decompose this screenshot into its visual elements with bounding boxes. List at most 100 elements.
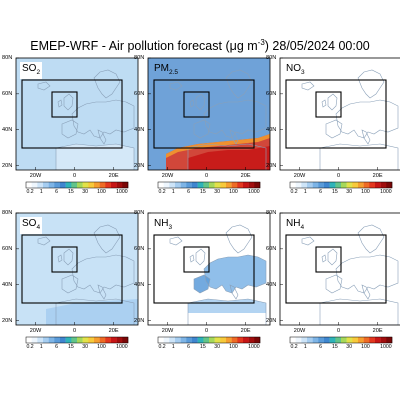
colorbar-swatch — [31, 182, 38, 188]
colorbar-tick-label: 30 — [82, 189, 89, 195]
concentration-area — [56, 144, 134, 170]
colorbar-swatch — [369, 337, 376, 343]
colorbar-swatch — [192, 182, 198, 188]
colorbar-swatch — [197, 182, 204, 188]
lat-tick-label: 80N — [2, 210, 13, 216]
colorbar-labels: 0.2 1 6 15 30 100 1000 — [26, 189, 128, 195]
coastline — [193, 274, 211, 294]
colorbar-tick-label: 0.2 — [158, 189, 166, 195]
colorbar-swatch — [318, 182, 325, 188]
colorbar-tick-label: 15 — [331, 189, 338, 195]
colorbar-swatch — [301, 337, 308, 343]
species-name: PM — [154, 63, 169, 74]
colorbar-swatch — [60, 182, 66, 188]
model-domain-box — [153, 234, 255, 304]
coastline — [97, 284, 107, 300]
lat-tick-label: 40N — [2, 281, 13, 288]
lon-tick-label: 20E — [240, 328, 251, 334]
coastline — [189, 254, 195, 263]
colorbar-swatch — [380, 337, 387, 343]
map-frame — [15, 212, 139, 326]
colorbar-swatch — [163, 337, 170, 343]
colorbar-swatch — [214, 182, 221, 188]
colorbar-swatch — [122, 337, 129, 343]
colorbar-swatch — [203, 182, 210, 188]
coastline — [325, 119, 343, 139]
colorbar-tick-label: 15 — [331, 344, 338, 350]
colorbar-swatch — [77, 337, 83, 343]
coastline — [93, 224, 121, 254]
colorbar-swatch — [88, 337, 95, 343]
colorbar-swatch — [71, 182, 78, 188]
colorbar-swatch — [318, 337, 325, 343]
concentration-area — [188, 146, 270, 170]
page-title: EMEP-WRF - Air pollution forecast (μg m-… — [30, 38, 370, 54]
colorbar-tick-label: 1000 — [380, 189, 392, 195]
colorbar-swatch — [324, 337, 330, 343]
colorbar-swatch — [324, 182, 330, 188]
coastline — [319, 298, 399, 325]
nested-domain-box — [183, 246, 210, 273]
colorbar-swatch — [307, 182, 313, 188]
lon-tick-label: 20W — [293, 173, 306, 179]
colorbar-swatch — [220, 182, 227, 188]
species-subscript: 2 — [36, 69, 41, 76]
colorbar-tick-label: 15 — [67, 344, 74, 350]
colorbar — [289, 336, 393, 344]
colorbar-swatch — [197, 337, 204, 343]
colorbar-swatch — [243, 337, 249, 343]
colorbar-swatch — [237, 182, 244, 188]
colorbar-swatch — [352, 182, 359, 188]
colorbar-swatch — [358, 182, 364, 188]
species-name: NH — [154, 218, 169, 229]
colorbar-swatch — [111, 337, 117, 343]
lat-tick-label: 60N — [2, 90, 13, 97]
colorbar-swatch — [329, 182, 336, 188]
colorbar-swatch — [71, 337, 78, 343]
colorbar-swatch — [158, 337, 164, 343]
coastline — [195, 93, 206, 111]
colorbar-swatch — [94, 337, 100, 343]
colorbar-tick-label: 15 — [199, 189, 206, 195]
colorbar-swatch — [335, 182, 342, 188]
coastline — [37, 81, 51, 91]
lat-tick-label: 20N — [134, 162, 145, 169]
colorbar-swatch — [369, 182, 376, 188]
colorbar-swatch — [329, 337, 336, 343]
colorbar-tick-label: 30 — [214, 344, 221, 350]
colorbar-tick-label: 1000 — [248, 344, 260, 350]
colorbar-tick-label: 0.2 — [290, 344, 298, 350]
colorbar-tick-label: 1000 — [380, 344, 392, 350]
colorbar-swatch — [37, 337, 44, 343]
coastline — [229, 129, 239, 145]
lon-tick-label: 20W — [161, 328, 174, 334]
colorbar-swatch — [31, 337, 38, 343]
model-domain-box — [285, 234, 387, 304]
species-label: NH4 — [284, 217, 307, 234]
colorbar-swatch — [163, 182, 170, 188]
colorbar-swatch — [203, 337, 210, 343]
lat-tick-label: 80N — [266, 210, 277, 216]
lat-tick-label: 60N — [2, 245, 13, 252]
coastline — [71, 99, 135, 139]
colorbar-swatch — [380, 182, 387, 188]
colorbar-swatch — [116, 337, 123, 343]
species-subscript: 3 — [301, 69, 305, 76]
colorbar-swatch — [254, 182, 261, 188]
map-frame — [279, 57, 400, 171]
nested-domain-box — [51, 246, 78, 273]
coastline — [187, 143, 267, 170]
coastline — [57, 99, 63, 108]
species-name: SO — [22, 63, 37, 74]
colorbar-swatch — [65, 182, 72, 188]
colorbar-swatch — [295, 182, 302, 188]
species-subscript: 4 — [300, 224, 305, 231]
colorbar-frame — [289, 336, 393, 344]
colorbar-swatch — [26, 182, 32, 188]
lat-tick-label: 40N — [266, 126, 277, 133]
nested-domain-box — [315, 91, 342, 118]
lon-tick-label: 20E — [108, 173, 119, 179]
colorbar-swatch — [243, 182, 249, 188]
colorbar-swatch — [386, 337, 393, 343]
coastline — [327, 248, 338, 266]
